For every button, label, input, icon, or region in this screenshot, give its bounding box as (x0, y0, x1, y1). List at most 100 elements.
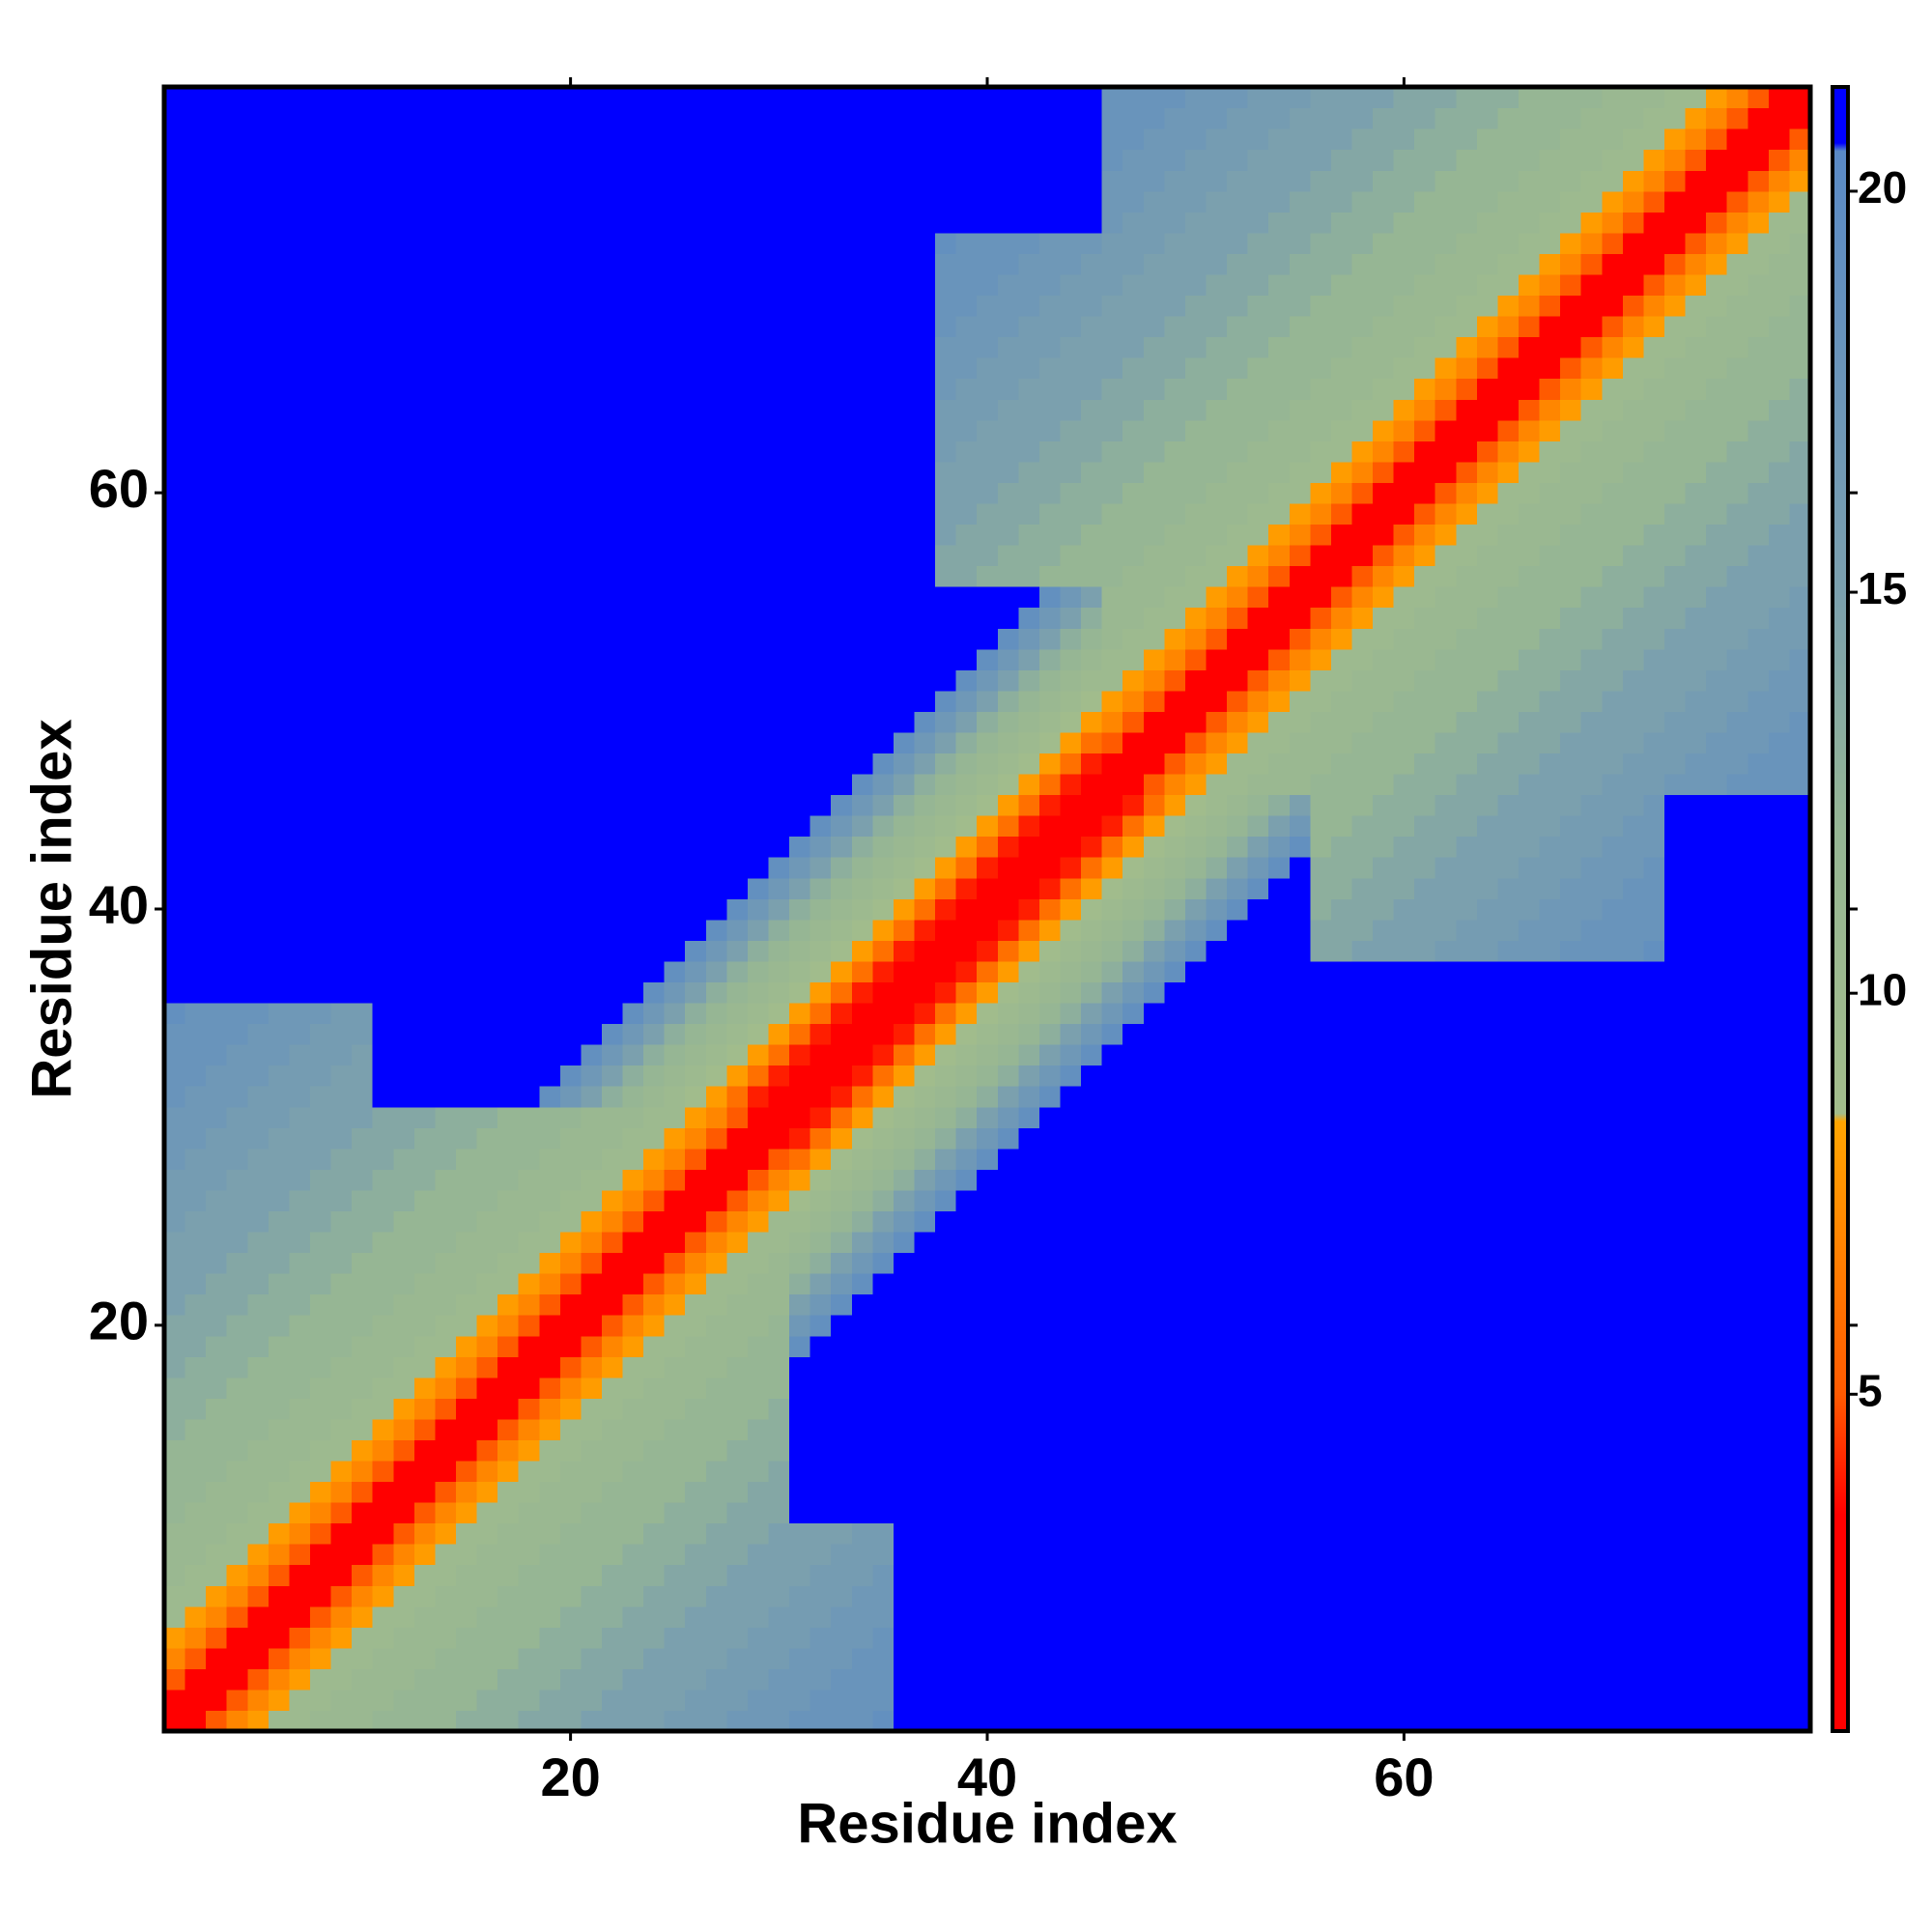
heatmap-cell (977, 1002, 999, 1025)
heatmap-cell (1643, 1522, 1665, 1545)
heatmap-cell (539, 295, 561, 317)
heatmap-cell (643, 898, 666, 921)
heatmap-cell (1664, 919, 1687, 941)
heatmap-cell (768, 1273, 790, 1295)
heatmap-cell (955, 357, 978, 380)
heatmap-cell (935, 940, 957, 962)
heatmap-cell (1726, 1418, 1748, 1440)
heatmap-cell (289, 1086, 311, 1108)
heatmap-cell (1351, 1668, 1374, 1690)
heatmap-cell (664, 253, 686, 275)
heatmap-cell (1373, 1210, 1395, 1233)
heatmap-cell (1227, 1647, 1249, 1669)
heatmap-cell (1143, 1293, 1165, 1316)
heatmap-cell (206, 1231, 228, 1254)
heatmap-cell (977, 1065, 999, 1087)
heatmap-cell (851, 960, 873, 983)
heatmap-cell (664, 440, 686, 463)
heatmap-cell (1373, 1273, 1395, 1295)
heatmap-cell (935, 1689, 957, 1712)
heatmap-cell (413, 1605, 437, 1628)
heatmap-cell (1184, 1231, 1208, 1254)
heatmap-cell (1330, 1522, 1353, 1545)
heatmap-cell (810, 232, 832, 254)
heatmap-cell (352, 1002, 374, 1025)
heatmap-cell (664, 1148, 686, 1170)
heatmap-cell (1456, 1002, 1478, 1025)
heatmap-cell (518, 1647, 540, 1669)
heatmap-cell (1414, 1418, 1436, 1440)
heatmap-cell (1122, 836, 1145, 858)
heatmap-cell (622, 544, 644, 567)
heatmap-cell (1247, 1377, 1269, 1399)
heatmap-cell (309, 565, 332, 587)
heatmap-cell (206, 1502, 228, 1524)
heatmap-cell (497, 315, 520, 338)
heatmap-cell (955, 815, 978, 838)
heatmap-cell (872, 1564, 895, 1586)
heatmap-cell (352, 1148, 374, 1170)
heatmap-cell (955, 773, 978, 796)
heatmap-cell (435, 1169, 457, 1191)
heatmap-cell (539, 1564, 561, 1586)
heatmap-cell (581, 378, 603, 400)
heatmap-cell (1143, 1522, 1165, 1545)
heatmap-cell (1122, 981, 1145, 1004)
heatmap-cell (247, 711, 270, 733)
heatmap-cell (643, 273, 666, 297)
heatmap-cell (1330, 981, 1353, 1004)
heatmap-cell (1101, 1564, 1123, 1586)
heatmap-cell (1351, 1481, 1374, 1503)
heatmap-cell (1414, 1127, 1436, 1150)
heatmap-cell (768, 399, 790, 421)
heatmap-cell (247, 1605, 270, 1628)
heatmap-cell (1206, 1231, 1228, 1254)
heatmap-cell (1747, 1522, 1770, 1545)
heatmap-cell (330, 877, 353, 899)
heatmap-cell (1643, 1398, 1665, 1420)
heatmap-cell (164, 1315, 186, 1337)
heatmap-cell (289, 586, 311, 609)
heatmap-cell (1519, 1127, 1541, 1150)
heatmap-cell (1560, 1231, 1582, 1254)
heatmap-cell (1539, 1002, 1561, 1025)
heatmap-cell (581, 815, 603, 838)
heatmap-cell (997, 295, 1019, 317)
heatmap-cell (789, 815, 811, 838)
heatmap-cell (643, 128, 666, 151)
heatmap-cell (1351, 1293, 1374, 1316)
heatmap-cell (1685, 1585, 1707, 1607)
heatmap-cell (1184, 1668, 1208, 1690)
heatmap-cell (393, 1398, 415, 1420)
heatmap-cell (372, 1627, 394, 1649)
heatmap-cell (851, 1502, 873, 1524)
heatmap-cell (1060, 1106, 1082, 1128)
heatmap-cell (1038, 1002, 1062, 1025)
heatmap-cell (955, 1522, 978, 1545)
heatmap-cell (1643, 1605, 1665, 1628)
heatmap-cell (268, 440, 291, 463)
heatmap-cell (372, 940, 394, 962)
heatmap-cell (1622, 1585, 1645, 1607)
heatmap-cell (455, 1210, 478, 1233)
heatmap-cell (914, 794, 936, 816)
heatmap-cell (352, 731, 374, 754)
heatmap-cell (1747, 1106, 1770, 1128)
heatmap-cell (247, 565, 270, 587)
heatmap-cell (581, 1065, 603, 1087)
heatmap-cell (247, 190, 270, 213)
heatmap-cell (622, 1023, 644, 1045)
heatmap-cell (539, 336, 561, 358)
heatmap-cell (914, 731, 936, 754)
heatmap-cell (268, 399, 291, 421)
heatmap-cell (559, 1627, 582, 1649)
heatmap-cell (643, 669, 666, 692)
heatmap-cell (247, 1252, 270, 1274)
heatmap-cell (330, 565, 353, 587)
heatmap-cell (1393, 1668, 1415, 1690)
heatmap-cell (1393, 1252, 1415, 1274)
heatmap-cell (497, 1585, 520, 1607)
heatmap-cell (1122, 1086, 1145, 1108)
heatmap-cell (705, 1668, 727, 1690)
